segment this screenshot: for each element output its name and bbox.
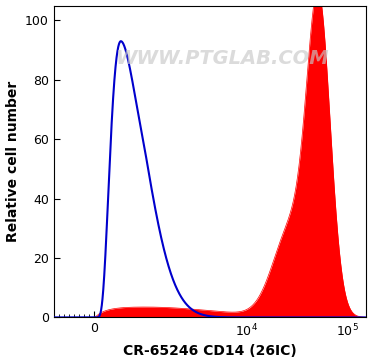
X-axis label: CR-65246 CD14 (26IC): CR-65246 CD14 (26IC): [123, 344, 297, 359]
Text: WWW.PTGLAB.COM: WWW.PTGLAB.COM: [116, 49, 330, 68]
Y-axis label: Relative cell number: Relative cell number: [6, 81, 20, 242]
